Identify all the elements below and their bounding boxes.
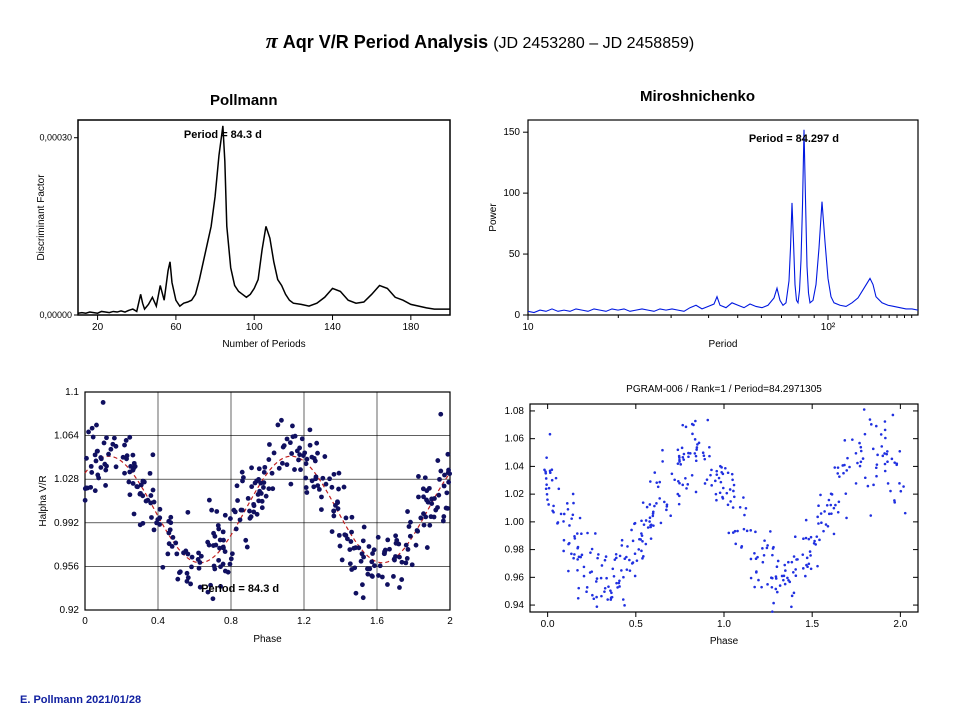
svg-text:60: 60: [170, 322, 182, 333]
svg-text:50: 50: [509, 249, 521, 260]
svg-text:Power: Power: [488, 203, 499, 232]
svg-text:0,00030: 0,00030: [39, 133, 72, 143]
svg-text:0: 0: [514, 310, 520, 321]
svg-text:0.956: 0.956: [54, 561, 79, 572]
svg-text:Period = 84.3 d: Period = 84.3 d: [201, 583, 279, 595]
svg-text:1.1: 1.1: [65, 387, 79, 398]
svg-text:0.94: 0.94: [505, 600, 525, 611]
svg-text:Halpha V/R: Halpha V/R: [38, 475, 49, 526]
svg-text:0.5: 0.5: [629, 619, 643, 630]
svg-text:0.8: 0.8: [224, 616, 238, 627]
svg-text:0: 0: [82, 616, 88, 627]
svg-text:10²: 10²: [821, 322, 836, 333]
svg-text:1.5: 1.5: [805, 619, 819, 630]
svg-text:1.02: 1.02: [505, 489, 525, 500]
panel-periodogram-pollmann: 20 60 100 140 180 0,00000 0,00030 Number of Per…: [30, 110, 460, 360]
svg-text:1.6: 1.6: [370, 616, 384, 627]
svg-text:20: 20: [92, 322, 104, 333]
svg-text:2: 2: [447, 616, 453, 627]
svg-text:Number of Periods: Number of Periods: [222, 339, 305, 350]
panel-periodogram-miroshnichenko: 10 10² 0 50 100 150 Period Power Period = 84.297…: [480, 110, 930, 360]
panel-phase-pollmann: 0 0.4 0.8 1.2 1.6 2 0.92 0.956 0.992 1.028 1.064 1.…: [30, 380, 460, 660]
svg-text:Period: Period: [709, 339, 738, 350]
svg-text:10: 10: [522, 322, 534, 333]
svg-text:1.028: 1.028: [54, 474, 79, 485]
main-title: π Aqr V/R Period Analysis (JD 2453280 – …: [0, 28, 960, 54]
title-text: Aqr V/R Period Analysis: [278, 32, 493, 52]
svg-text:1.2: 1.2: [297, 616, 311, 627]
title-subtitle: (JD 2453280 – JD 2458859): [493, 35, 694, 52]
pi-symbol: π: [266, 28, 278, 53]
svg-text:1.064: 1.064: [54, 431, 79, 442]
column-title-left: Pollmann: [210, 92, 278, 109]
column-title-right: Miroshnichenko: [640, 88, 755, 105]
svg-text:1.06: 1.06: [505, 434, 525, 445]
svg-text:150: 150: [503, 127, 520, 138]
svg-text:Phase: Phase: [253, 634, 282, 645]
svg-text:1.04: 1.04: [505, 461, 525, 472]
svg-text:Discriminant Factor: Discriminant Factor: [36, 174, 47, 261]
credit-line: E. Pollmann 2021/01/28: [20, 694, 141, 706]
svg-text:2.0: 2.0: [893, 619, 907, 630]
svg-text:Phase: Phase: [710, 636, 739, 647]
svg-text:0.0: 0.0: [541, 619, 555, 630]
svg-text:0.96: 0.96: [505, 572, 525, 583]
svg-text:1.00: 1.00: [505, 517, 525, 528]
svg-text:0.992: 0.992: [54, 518, 79, 529]
svg-text:100: 100: [503, 188, 520, 199]
svg-text:0.98: 0.98: [505, 545, 525, 556]
svg-text:0,00000: 0,00000: [39, 310, 72, 320]
svg-text:Period = 84.3 d: Period = 84.3 d: [184, 129, 262, 141]
svg-text:1.0: 1.0: [717, 619, 731, 630]
svg-text:140: 140: [324, 322, 341, 333]
svg-text:1.08: 1.08: [505, 406, 525, 417]
svg-text:180: 180: [402, 322, 419, 333]
svg-text:0.92: 0.92: [60, 605, 80, 616]
svg-text:PGRAM-006 / Rank=1 / Period=84: PGRAM-006 / Rank=1 / Period=84.2971305: [626, 384, 822, 395]
panel-phase-miroshnichenko: PGRAM-006 / Rank=1 / Period=84.2971305 0.…: [480, 380, 930, 660]
svg-text:0.4: 0.4: [151, 616, 165, 627]
svg-text:Period = 84.297 d: Period = 84.297 d: [749, 133, 839, 145]
svg-text:100: 100: [246, 322, 263, 333]
